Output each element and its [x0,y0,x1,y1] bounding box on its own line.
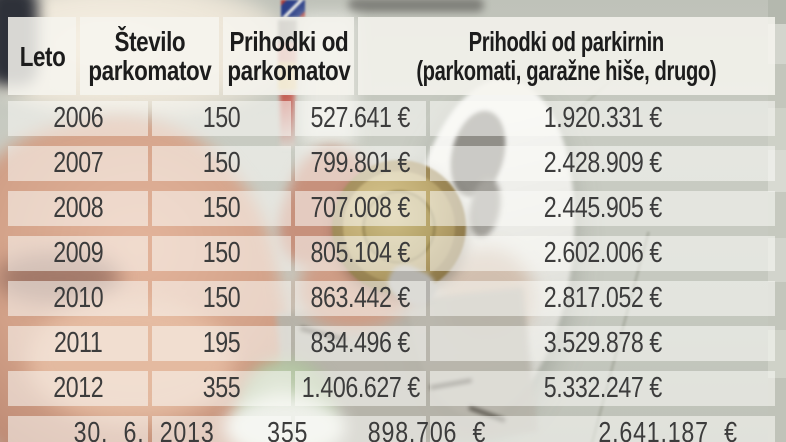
cell-year: 2010 [8,281,148,316]
cell-meter-revenue: 799.801 € [295,146,426,181]
cell-meter-count: 150 [152,281,291,316]
cell-meter-count: 150 [152,236,291,271]
cell-total-parking-revenue: 2.445.905 € [430,191,775,226]
cell-year: 2007 [8,146,148,181]
table-row: 2009 150 805.104 € 2.602.006 € [8,236,775,271]
column-label-line: Prihodki od [229,26,349,57]
table-row: 2007 150 799.801 € 2.428.909 € [8,146,775,181]
cell-meter-revenue: 898.706 € [295,416,485,442]
cell-year: 30. 6. 2013 [8,416,214,442]
cell-total-parking-revenue: 3.529.878 € [430,326,775,361]
photo-uk-flag-sticker [281,0,305,17]
cell-meter-count: 355 [152,416,307,442]
cell-year: 2008 [8,191,148,226]
cell-total-parking-revenue: 2.428.909 € [430,146,775,181]
cell-meter-revenue: 863.442 € [295,281,426,316]
table-row: 2012 355 1.406.627 € 5.332.247 € [8,371,775,406]
column-label-line: (parkomati, garažne hiše, drugo) [416,55,717,86]
cell-meter-revenue: 527.641 € [295,101,426,136]
header-cell-prihodki-od-parkomatov: Prihodki od parkomatov [223,17,355,95]
column-label-line: parkomatov [227,55,351,86]
cell-total-parking-revenue: 2.817.052 € [430,281,775,316]
cell-meter-revenue: 834.496 € [295,326,426,361]
table-row: 2010 150 863.442 € 2.817.052 € [8,281,775,316]
column-label-line: Prihodki od parkirnin [469,26,665,57]
table-header-row: Leto Število parkomatov Prihodki od park… [8,17,775,95]
column-label-line: Število [114,26,186,57]
cell-meter-count: 150 [152,146,291,181]
table-row: 2006 150 527.641 € 1.920.331 € [8,101,775,136]
header-cell-leto: Leto [8,17,77,95]
header-cell-stevilo-parkomatov: Število parkomatov [80,17,220,95]
cell-year: 2006 [8,101,148,136]
table-row: 30. 6. 2013 355 898.706 € 2.641.187 € [8,416,775,442]
cell-total-parking-revenue: 2.641.187 € [430,416,775,442]
cell-total-parking-revenue: 5.332.247 € [430,371,775,406]
cell-meter-count: 150 [152,191,291,226]
cell-meter-count: 355 [152,371,291,406]
cell-year: 2009 [8,236,148,271]
cell-meter-revenue: 805.104 € [295,236,426,271]
header-cell-prihodki-od-parkirnin: Prihodki od parkirnin (parkomati, garažn… [358,17,775,95]
cell-meter-revenue: 1.406.627 € [295,371,426,406]
cell-total-parking-revenue: 1.920.331 € [430,101,775,136]
cell-year: 2012 [8,371,148,406]
column-label: Leto [19,40,66,72]
cell-total-parking-revenue: 2.602.006 € [430,236,775,271]
table-row: 2011 195 834.496 € 3.529.878 € [8,326,775,361]
cell-meter-count: 195 [152,326,291,361]
table-row: 2008 150 707.008 € 2.445.905 € [8,191,775,226]
cell-meter-count: 150 [152,101,291,136]
column-label-line: parkomatov [88,55,212,86]
cell-year: 2011 [8,326,148,361]
photo-blurred-label [348,0,484,12]
cell-meter-revenue: 707.008 € [295,191,426,226]
